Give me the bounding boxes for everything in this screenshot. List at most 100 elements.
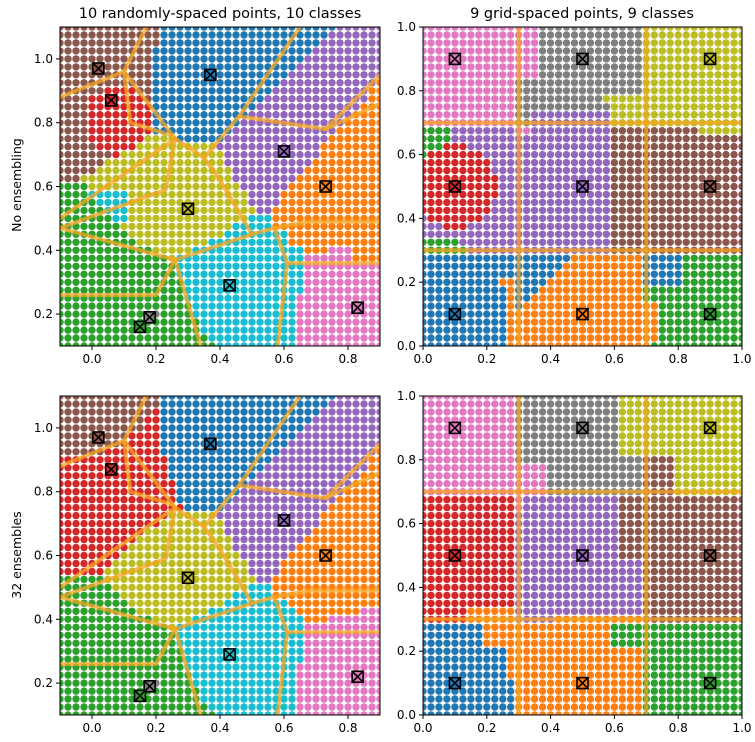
prediction-dot <box>264 326 271 333</box>
prediction-dot <box>451 334 458 341</box>
prediction-dot <box>683 191 690 198</box>
prediction-dot <box>248 279 255 286</box>
prediction-dot <box>72 47 79 54</box>
prediction-dot <box>168 111 175 118</box>
y-tick-label: 0.2 <box>34 307 53 321</box>
prediction-dot <box>563 55 570 62</box>
prediction-dot <box>523 175 530 182</box>
prediction-dot <box>152 408 159 415</box>
prediction-dot <box>272 464 279 471</box>
prediction-dot <box>264 480 271 487</box>
prediction-dot <box>320 663 327 670</box>
prediction-dot <box>96 167 103 174</box>
prediction-dot <box>336 279 343 286</box>
prediction-dot <box>344 287 351 294</box>
prediction-dot <box>160 31 167 38</box>
prediction-dot <box>344 183 351 190</box>
prediction-dot <box>88 616 95 623</box>
prediction-dot <box>144 552 151 559</box>
prediction-dot <box>232 560 239 567</box>
prediction-dot <box>200 600 207 607</box>
prediction-dot <box>539 103 546 110</box>
prediction-dot <box>160 294 167 301</box>
prediction-dot <box>683 294 690 301</box>
prediction-dot <box>667 271 674 278</box>
prediction-dot <box>160 472 167 479</box>
prediction-dot <box>144 207 151 214</box>
prediction-dot <box>706 103 713 110</box>
prediction-dot <box>168 584 175 591</box>
prediction-dot <box>320 504 327 511</box>
prediction-dot <box>427 334 434 341</box>
prediction-dot <box>192 95 199 102</box>
prediction-dot <box>216 671 223 678</box>
prediction-dot <box>706 95 713 102</box>
prediction-dot <box>344 127 351 134</box>
prediction-dot <box>160 608 167 615</box>
prediction-dot <box>264 640 271 647</box>
prediction-dot <box>200 334 207 341</box>
prediction-dot <box>168 663 175 670</box>
prediction-dot <box>635 151 642 158</box>
prediction-dot <box>531 199 538 206</box>
prediction-dot <box>168 488 175 495</box>
prediction-dot <box>240 191 247 198</box>
prediction-dot <box>64 488 71 495</box>
prediction-dot <box>706 255 713 262</box>
prediction-dot <box>88 271 95 278</box>
prediction-dot <box>547 191 554 198</box>
prediction-dot <box>232 496 239 503</box>
prediction-dot <box>459 159 466 166</box>
prediction-dot <box>312 544 319 551</box>
prediction-dot <box>659 199 666 206</box>
prediction-dot <box>136 440 143 447</box>
prediction-dot <box>352 127 359 134</box>
prediction-dot <box>240 679 247 686</box>
prediction-dot <box>555 231 562 238</box>
y-tick-label: 0.8 <box>397 84 416 98</box>
prediction-dot <box>344 135 351 142</box>
prediction-dot <box>80 247 87 254</box>
prediction-dot <box>627 239 634 246</box>
prediction-dot <box>523 103 530 110</box>
prediction-dot <box>120 528 127 535</box>
prediction-dot <box>360 207 367 214</box>
prediction-dot <box>531 103 538 110</box>
prediction-dot <box>328 408 335 415</box>
prediction-dot <box>208 215 215 222</box>
prediction-dot <box>579 95 586 102</box>
prediction-dot <box>651 39 658 46</box>
prediction-dot <box>320 592 327 599</box>
prediction-dot <box>312 87 319 94</box>
prediction-dot <box>232 95 239 102</box>
prediction-dot <box>595 79 602 86</box>
prediction-dot <box>152 424 159 431</box>
prediction-dot <box>176 703 183 710</box>
prediction-dot <box>312 103 319 110</box>
prediction-dot <box>328 231 335 238</box>
prediction-dot <box>595 47 602 54</box>
prediction-dot <box>232 39 239 46</box>
prediction-dot <box>579 103 586 110</box>
training-point-marker <box>205 69 216 80</box>
prediction-dot <box>619 79 626 86</box>
prediction-dot <box>160 47 167 54</box>
prediction-dot <box>96 464 103 471</box>
prediction-dot <box>320 600 327 607</box>
prediction-dot <box>730 151 737 158</box>
prediction-dot <box>72 640 79 647</box>
prediction-dot <box>706 151 713 158</box>
prediction-dot <box>467 87 474 94</box>
prediction-dot <box>352 616 359 623</box>
prediction-dot <box>72 135 79 142</box>
prediction-dot <box>104 119 111 126</box>
prediction-dot <box>531 143 538 150</box>
prediction-dot <box>280 528 287 535</box>
prediction-dot <box>435 215 442 222</box>
prediction-dot <box>320 640 327 647</box>
prediction-dot <box>208 294 215 301</box>
training-point-marker <box>320 181 331 192</box>
prediction-dot <box>443 223 450 230</box>
prediction-dot <box>96 616 103 623</box>
prediction-dot <box>539 87 546 94</box>
